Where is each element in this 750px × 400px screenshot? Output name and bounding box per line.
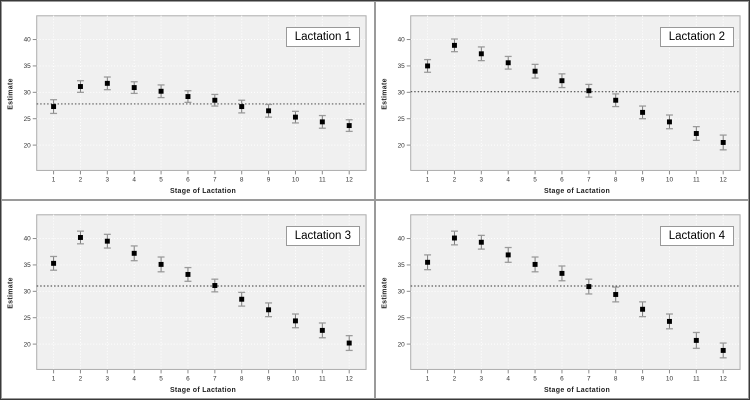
svg-text:6: 6 (560, 176, 564, 183)
svg-text:11: 11 (319, 375, 326, 382)
svg-text:7: 7 (587, 375, 591, 382)
svg-text:1: 1 (426, 176, 430, 183)
svg-text:25: 25 (398, 116, 406, 123)
svg-text:25: 25 (398, 315, 406, 322)
panel-lactation-1: 20 25 30 35 40 1 2 3 4 5 6 7 8 9 10 11 12 Estimate Stage… (1, 1, 375, 200)
svg-text:4: 4 (506, 375, 510, 382)
svg-text:5: 5 (159, 375, 163, 382)
svg-text:10: 10 (292, 375, 300, 382)
svg-text:12: 12 (720, 176, 728, 183)
panel-lactation-3: 20 25 30 35 40 1 2 3 4 5 6 7 8 9 10 11 12 Estimate Stage… (1, 200, 375, 399)
svg-text:9: 9 (641, 176, 645, 183)
svg-text:12: 12 (720, 375, 728, 382)
svg-text:35: 35 (398, 262, 406, 269)
svg-text:5: 5 (159, 176, 163, 183)
svg-text:4: 4 (132, 375, 136, 382)
svg-text:40: 40 (24, 37, 32, 44)
svg-text:35: 35 (398, 63, 406, 70)
svg-text:5: 5 (533, 375, 537, 382)
x-axis-title: Stage of Lactation (169, 387, 237, 394)
svg-text:7: 7 (213, 176, 217, 183)
inset-title-lactation-4: Lactation 4 (659, 226, 734, 247)
svg-text:9: 9 (267, 375, 271, 382)
svg-text:30: 30 (24, 90, 32, 97)
x-axis-title: Stage of Lactation (543, 387, 611, 394)
svg-text:40: 40 (398, 37, 406, 44)
svg-text:3: 3 (480, 375, 484, 382)
svg-text:12: 12 (346, 176, 354, 183)
svg-text:3: 3 (106, 176, 110, 183)
svg-text:20: 20 (398, 142, 406, 149)
svg-text:8: 8 (614, 375, 618, 382)
svg-text:40: 40 (398, 236, 406, 243)
x-axis-title: Stage of Lactation (169, 188, 237, 195)
svg-text:12: 12 (346, 375, 354, 382)
svg-text:9: 9 (641, 375, 645, 382)
panel-lactation-4: 20 25 30 35 40 1 2 3 4 5 6 7 8 9 10 11 12 Estimate Stage… (375, 200, 749, 399)
svg-text:4: 4 (506, 176, 510, 183)
svg-text:8: 8 (240, 375, 244, 382)
svg-text:11: 11 (319, 176, 326, 183)
svg-text:11: 11 (693, 176, 700, 183)
svg-text:30: 30 (24, 289, 32, 296)
svg-text:25: 25 (24, 315, 32, 322)
x-axis-title: Stage of Lactation (543, 188, 611, 195)
svg-text:20: 20 (24, 142, 32, 149)
inset-title-lactation-3: Lactation 3 (285, 226, 360, 247)
inset-title-lactation-1: Lactation 1 (285, 27, 360, 48)
panel-lactation-2: 20 25 30 35 40 1 2 3 4 5 6 7 8 9 10 11 12 Estimate Stage… (375, 1, 749, 200)
svg-text:1: 1 (52, 176, 56, 183)
y-axis-title: Estimate (381, 78, 389, 110)
svg-text:7: 7 (213, 375, 217, 382)
svg-text:6: 6 (560, 375, 564, 382)
svg-text:30: 30 (398, 90, 406, 97)
svg-text:30: 30 (398, 289, 406, 296)
svg-text:20: 20 (24, 341, 32, 348)
svg-text:35: 35 (24, 262, 32, 269)
y-axis-title: Estimate (7, 277, 15, 309)
svg-text:25: 25 (24, 116, 32, 123)
svg-text:7: 7 (587, 176, 591, 183)
svg-text:3: 3 (106, 375, 110, 382)
y-axis-title: Estimate (7, 78, 15, 110)
svg-text:1: 1 (426, 375, 430, 382)
svg-text:8: 8 (614, 176, 618, 183)
svg-text:11: 11 (693, 375, 700, 382)
svg-text:5: 5 (533, 176, 537, 183)
svg-text:8: 8 (240, 176, 244, 183)
svg-text:10: 10 (666, 375, 674, 382)
svg-text:1: 1 (52, 375, 56, 382)
y-axis-title: Estimate (381, 277, 389, 309)
svg-text:4: 4 (132, 176, 136, 183)
svg-text:9: 9 (267, 176, 271, 183)
svg-text:20: 20 (398, 341, 406, 348)
inset-title-lactation-2: Lactation 2 (659, 27, 734, 48)
svg-text:6: 6 (186, 176, 190, 183)
svg-text:10: 10 (666, 176, 674, 183)
svg-text:2: 2 (79, 375, 83, 382)
svg-text:2: 2 (453, 375, 457, 382)
svg-text:35: 35 (24, 63, 32, 70)
svg-text:6: 6 (186, 375, 190, 382)
svg-text:10: 10 (292, 176, 300, 183)
svg-text:40: 40 (24, 236, 32, 243)
svg-text:3: 3 (480, 176, 484, 183)
svg-text:2: 2 (453, 176, 457, 183)
svg-text:2: 2 (79, 176, 83, 183)
